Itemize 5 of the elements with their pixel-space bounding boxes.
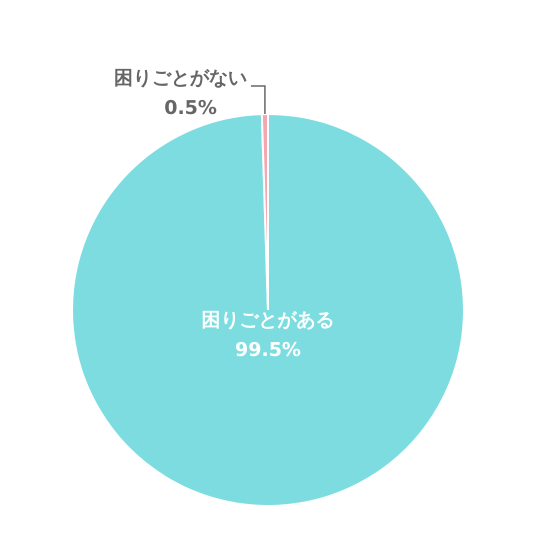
- slice-label: 困りごとがない: [114, 67, 247, 90]
- slice-label: 困りごとがある: [202, 309, 334, 331]
- data-label: 0.5%: [164, 97, 217, 120]
- pie-slice: [71, 113, 465, 507]
- data-label: 99.5%: [235, 339, 301, 361]
